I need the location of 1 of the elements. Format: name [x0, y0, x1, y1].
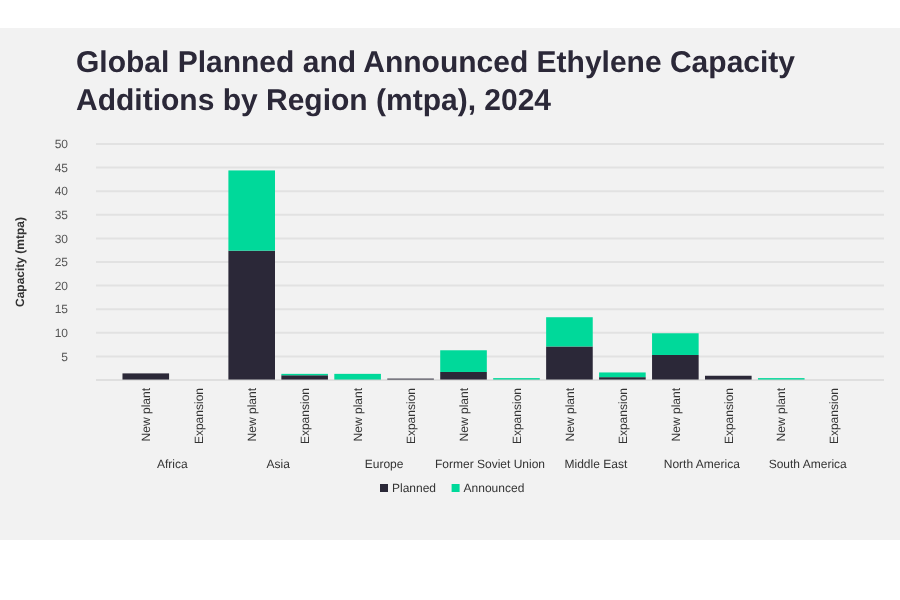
chart-title: Global Planned and Announced Ethylene Capacity Additions by Region (mtpa), 2024 — [76, 46, 797, 118]
